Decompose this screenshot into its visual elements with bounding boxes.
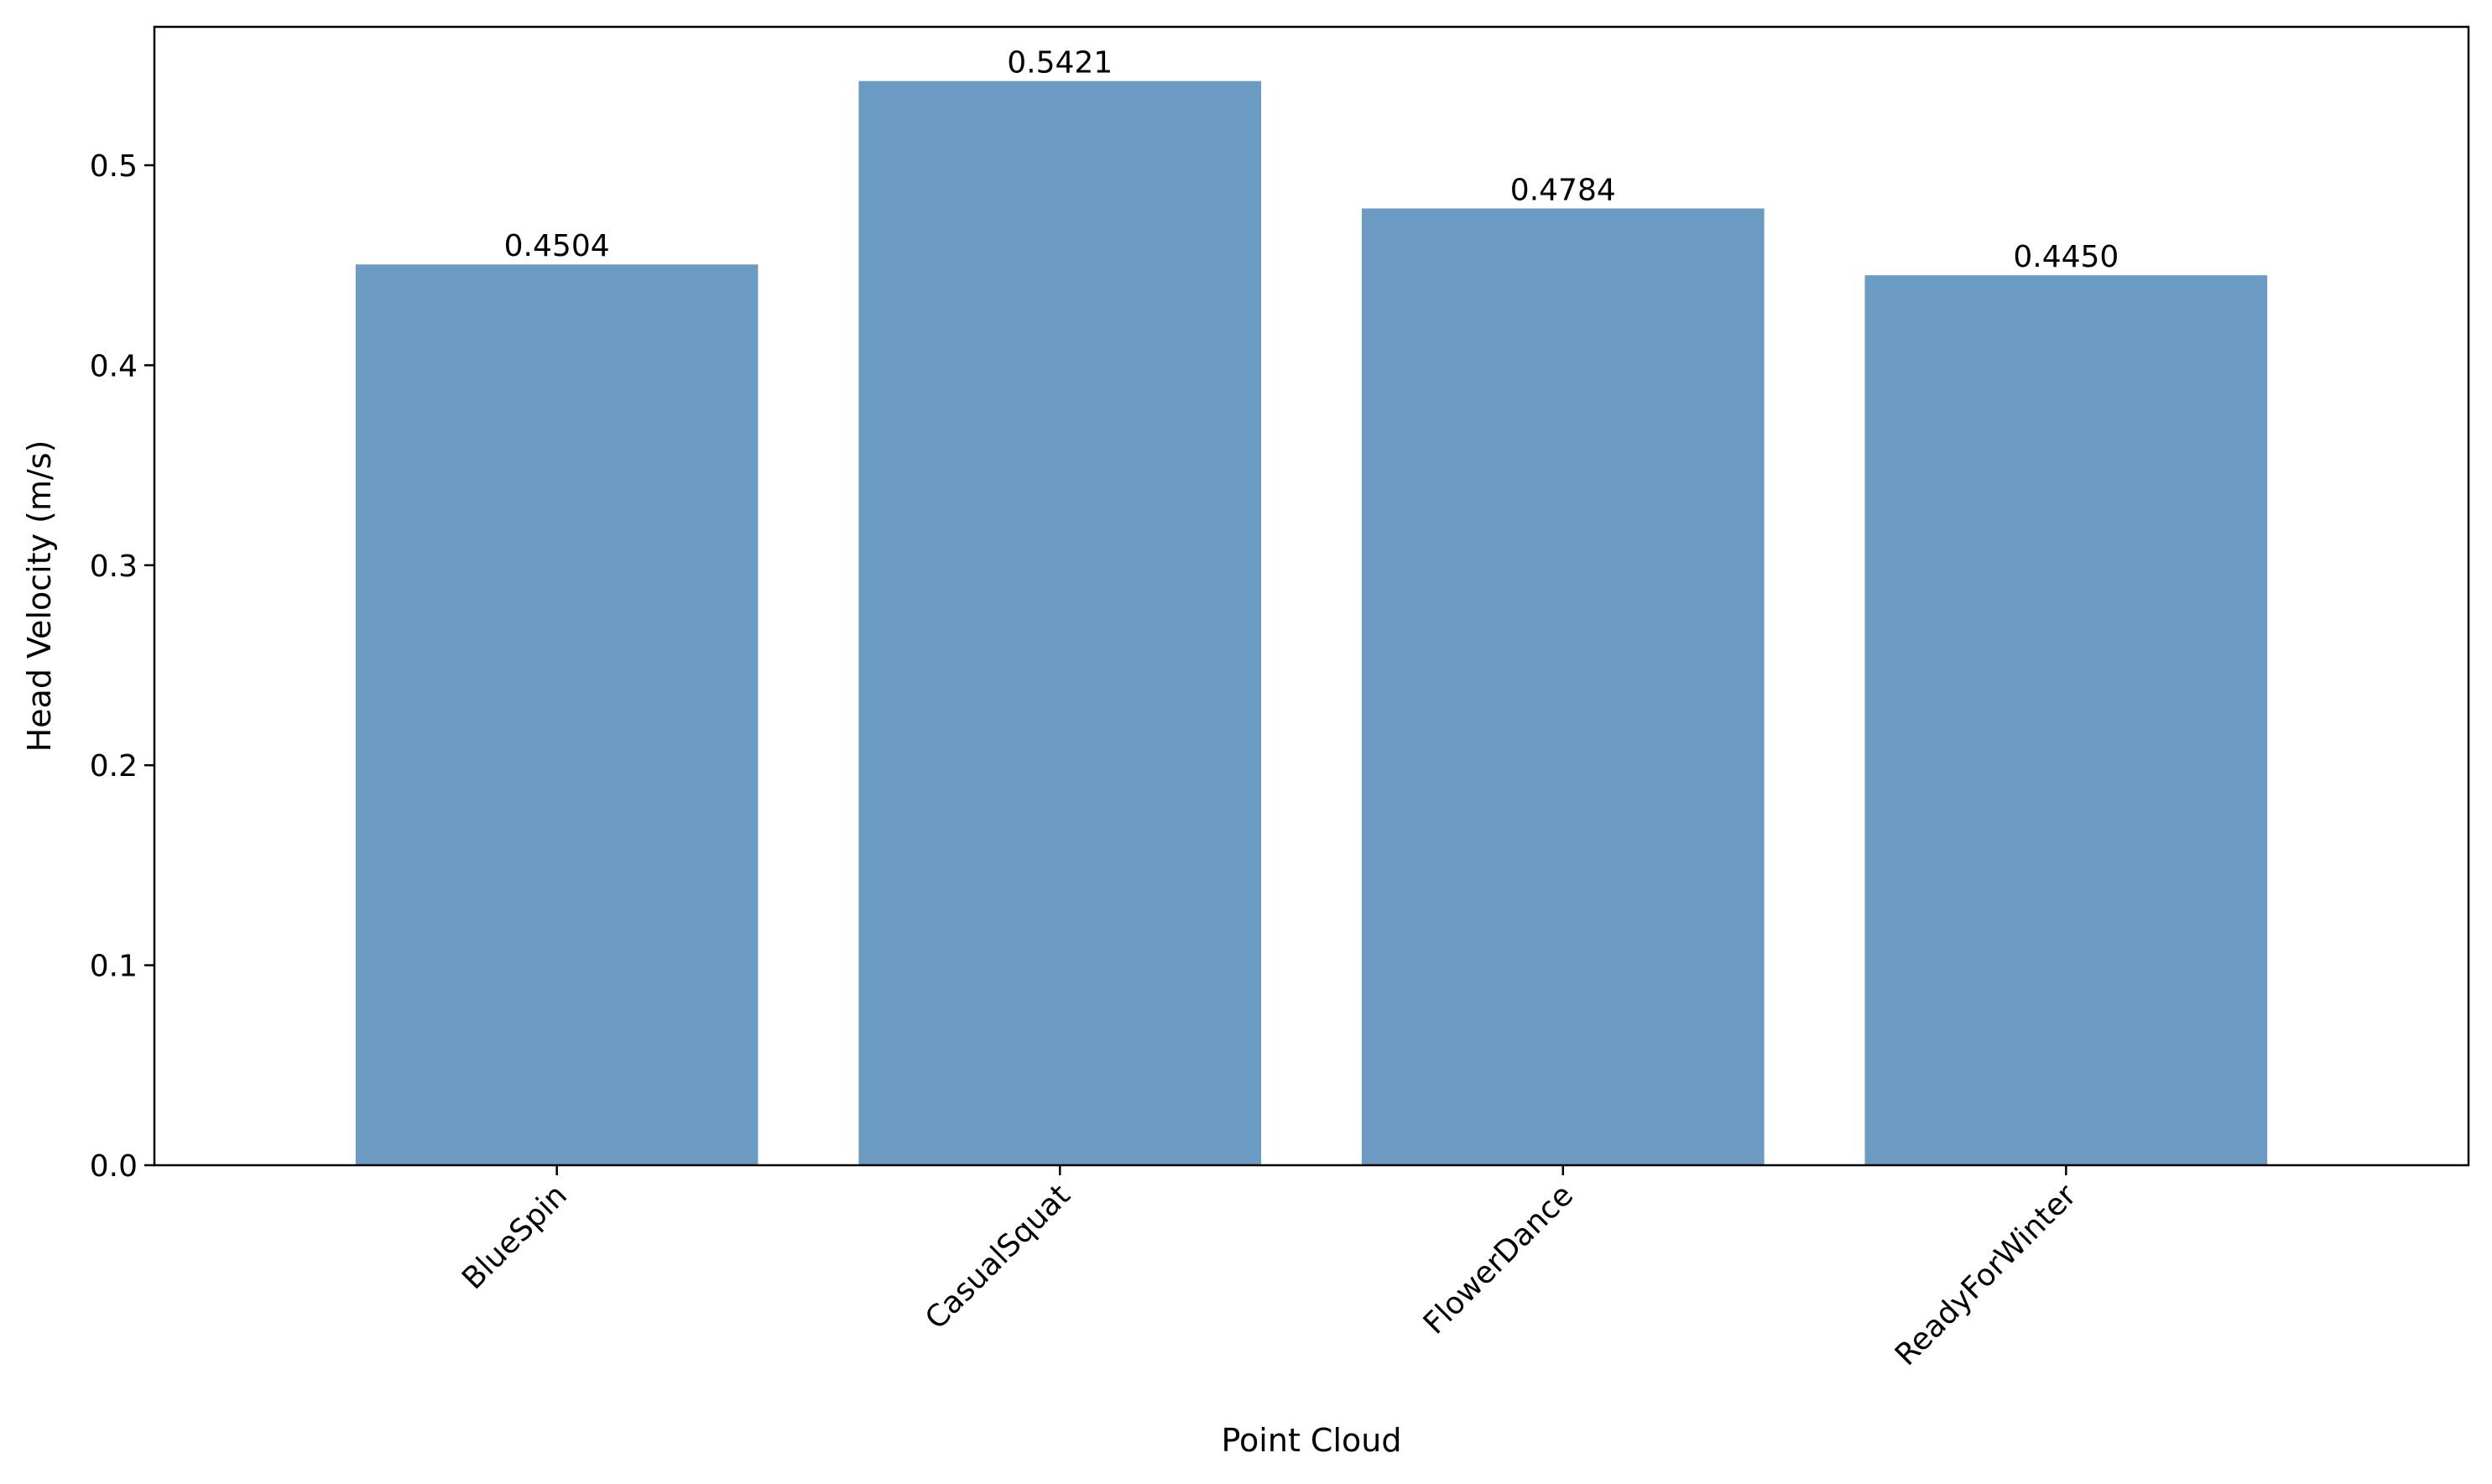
value-labels-group: 0.4504 0.5421 0.4784 0.4450 xyxy=(504,46,2119,274)
y-axis: 0.0 0.1 0.2 0.3 0.4 0.5 xyxy=(90,149,154,1184)
y-tick-label: 0.3 xyxy=(90,549,138,584)
x-axis-label: Point Cloud xyxy=(1222,1422,1402,1459)
value-label-casualsquat: 0.5421 xyxy=(1007,46,1113,81)
y-tick-label: 0.5 xyxy=(90,149,138,184)
y-axis-label: Head Velocity (m/s) xyxy=(21,440,58,752)
x-tick-label-flowerdance: FlowerDance xyxy=(1417,1178,1580,1341)
x-tick-label-casualsquat: CasualSquat xyxy=(919,1178,1077,1336)
bars-group xyxy=(355,81,2268,1166)
value-label-flowerdance: 0.4784 xyxy=(1510,173,1616,207)
value-label-bluespin: 0.4504 xyxy=(504,229,610,263)
plot-frame xyxy=(153,25,2470,1167)
bar-casualsquat xyxy=(858,81,1262,1166)
value-label-readyforwinter: 0.4450 xyxy=(2013,240,2119,274)
bar-readyforwinter xyxy=(1864,275,2268,1165)
x-tick-label-readyforwinter: ReadyForWinter xyxy=(1889,1178,2083,1372)
x-tick-label-bluespin: BlueSpin xyxy=(456,1178,574,1296)
bar-bluespin xyxy=(355,264,759,1166)
y-tick-label: 0.2 xyxy=(90,749,138,784)
bar-flowerdance xyxy=(1361,208,1765,1165)
y-tick-label: 0.1 xyxy=(90,950,138,984)
y-tick-label: 0.0 xyxy=(90,1149,138,1184)
x-axis: BlueSpin CasualSquat FlowerDance ReadyForWi… xyxy=(456,1165,2083,1372)
y-tick-label: 0.4 xyxy=(90,349,138,383)
